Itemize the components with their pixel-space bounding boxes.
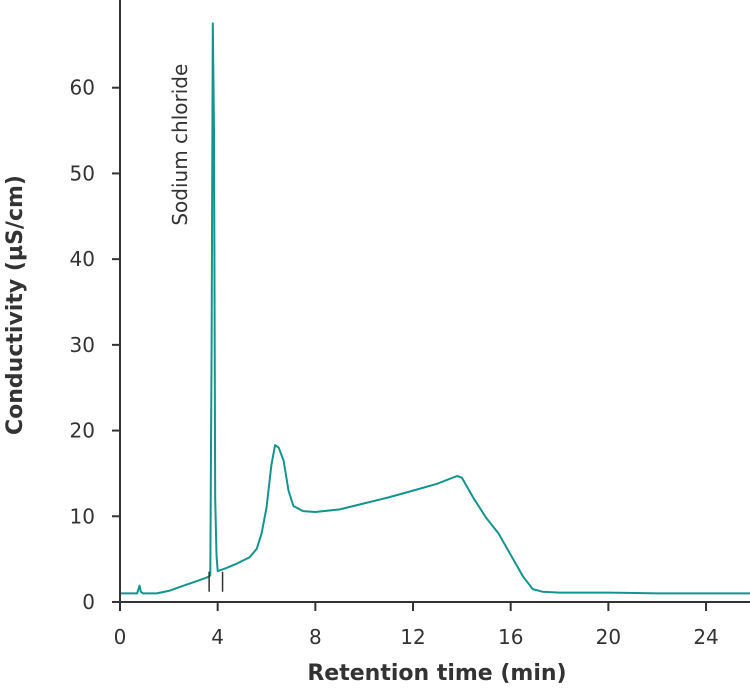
x-tick-label: 16 — [498, 625, 523, 649]
y-tick-label: 10 — [70, 504, 95, 528]
x-tick-label: 4 — [211, 625, 224, 649]
y-axis-title: Conductivity (µS/cm) — [3, 175, 28, 435]
series-group — [120, 22, 750, 595]
x-tick-label: 20 — [596, 625, 621, 649]
x-axis-ticks: 0 4 8 12 16 20 24 — [114, 602, 719, 649]
y-tick-label: 0 — [82, 590, 95, 614]
y-tick-label: 60 — [70, 76, 95, 100]
y-tick-label: 20 — [70, 419, 95, 443]
x-axis-title: Retention time (min) — [307, 661, 566, 686]
y-tick-label: 30 — [70, 333, 95, 357]
x-tick-label: 8 — [309, 625, 322, 649]
y-tick-label: 50 — [70, 161, 95, 185]
y-axis-ticks: 0 10 20 30 40 50 60 — [70, 76, 120, 614]
x-tick-label: 12 — [400, 625, 425, 649]
series-line — [120, 22, 750, 595]
peak-annotation-sodium-chloride: Sodium chloride — [168, 64, 192, 226]
y-tick-label: 40 — [70, 247, 95, 271]
axes — [119, 0, 750, 603]
x-tick-label: 24 — [693, 625, 718, 649]
x-tick-label: 0 — [114, 625, 127, 649]
integration-markers — [208, 571, 224, 592]
